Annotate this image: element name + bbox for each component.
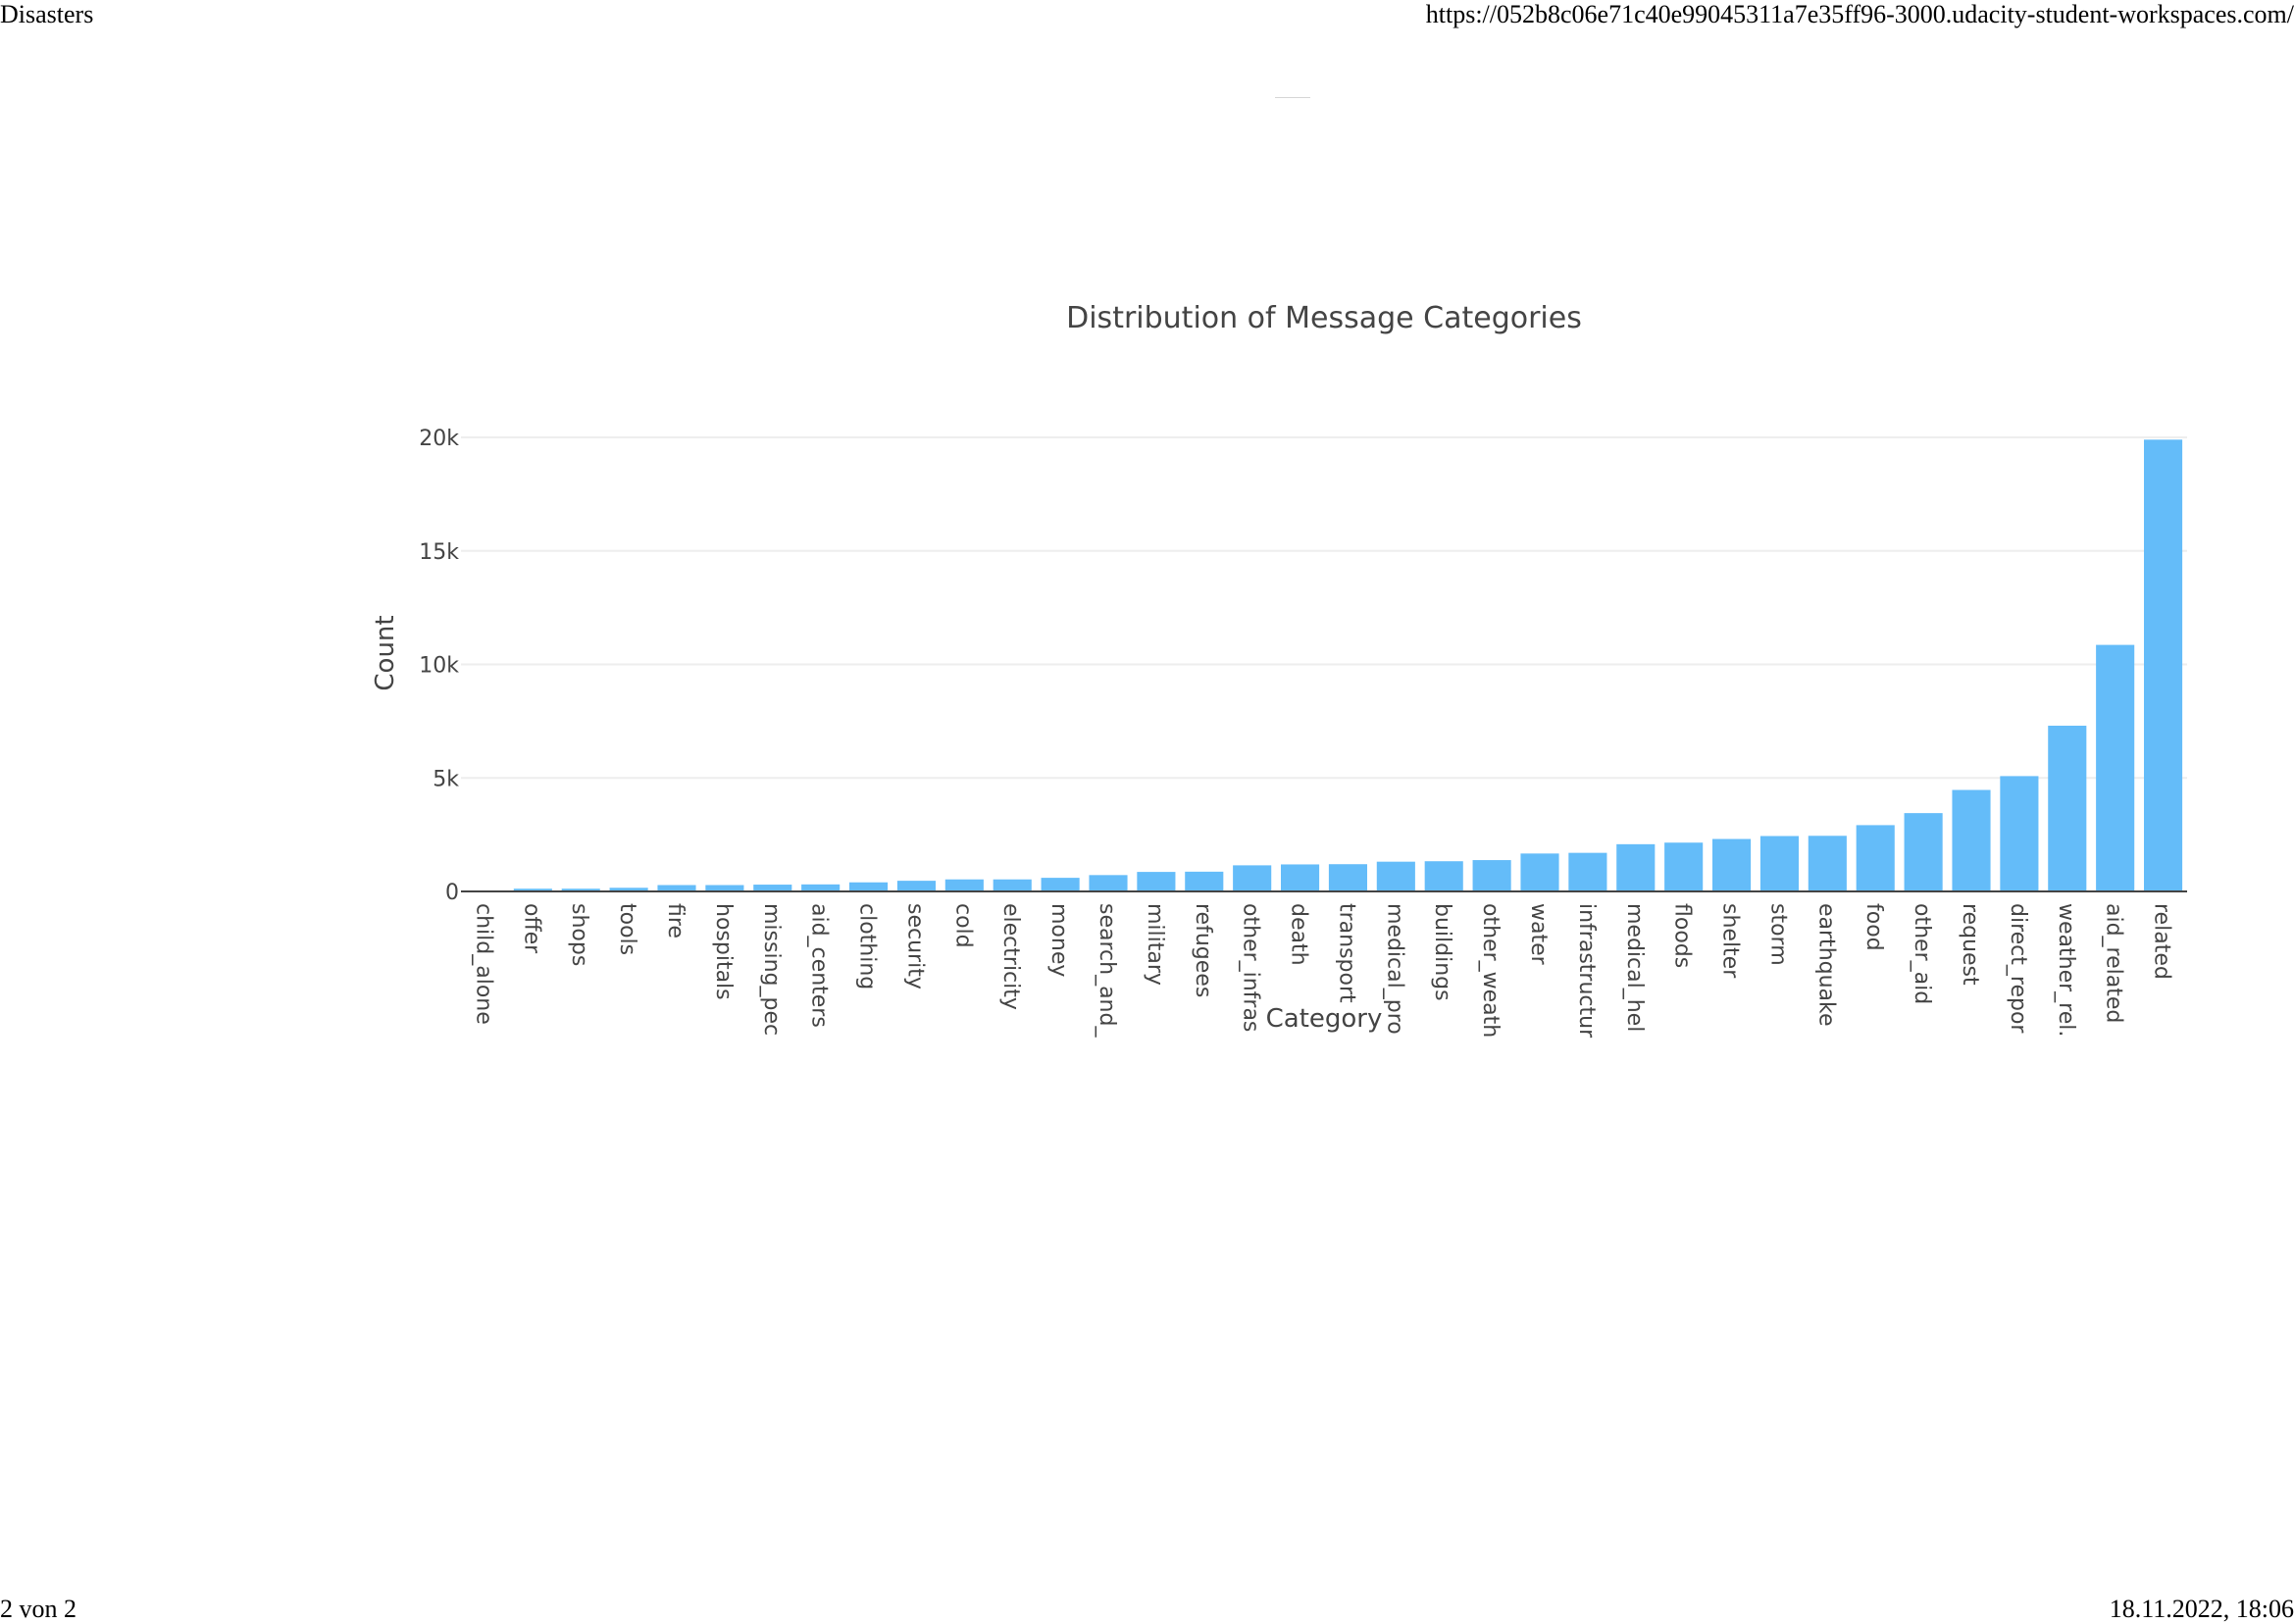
print-header-url: https://052b8c06e71c40e99045311a7e35ff96… bbox=[1425, 0, 2294, 28]
x-tick-label: money bbox=[1046, 903, 1071, 977]
bar-water[interactable] bbox=[1520, 853, 1559, 891]
bar-request[interactable] bbox=[1952, 789, 1991, 891]
bar-electricity[interactable] bbox=[993, 879, 1032, 891]
x-tick-label: related bbox=[2150, 903, 2174, 980]
bar-weather-rel[interactable] bbox=[2048, 726, 2087, 891]
x-tick-label: water bbox=[1526, 903, 1551, 966]
x-tick-label: request bbox=[1958, 903, 1982, 986]
bar-death[interactable] bbox=[1281, 864, 1320, 891]
print-header-title: Disasters bbox=[0, 0, 94, 28]
bar-direct-repor[interactable] bbox=[2000, 776, 2039, 891]
x-tick-label: floods bbox=[1670, 903, 1695, 968]
grid-lines bbox=[461, 436, 2187, 780]
y-tick-labels: 0 5k 10k 15k 20k bbox=[419, 427, 459, 905]
bar-food[interactable] bbox=[1856, 825, 1895, 891]
y-tick-label: 20k bbox=[419, 427, 459, 451]
bar-infrastructur[interactable] bbox=[1568, 852, 1607, 891]
bar-floods[interactable] bbox=[1664, 842, 1704, 891]
x-tick-label: shelter bbox=[1718, 903, 1743, 979]
bar-hospitals[interactable] bbox=[705, 885, 744, 891]
x-tick-label: buildings bbox=[1430, 903, 1454, 1001]
bar-aid-centers[interactable] bbox=[801, 884, 841, 891]
bar-other-weath[interactable] bbox=[1472, 860, 1511, 891]
bar-storm[interactable] bbox=[1759, 836, 1799, 891]
chart-title: Distribution of Message Categories bbox=[1066, 301, 1582, 335]
y-tick-label: 0 bbox=[445, 881, 459, 905]
y-tick-label: 15k bbox=[419, 540, 459, 565]
x-tick-label: offer bbox=[519, 903, 543, 954]
x-tick-label: shops bbox=[567, 903, 591, 966]
x-tick-label: refugees bbox=[1191, 903, 1215, 997]
bar-cold[interactable] bbox=[944, 879, 984, 891]
bar-medical-hel[interactable] bbox=[1616, 843, 1656, 891]
x-tick-label: electricity bbox=[998, 903, 1023, 1010]
bar-other-infras[interactable] bbox=[1233, 865, 1272, 891]
bar-money[interactable] bbox=[1041, 878, 1080, 891]
print-footer-page-number: 2 von 2 bbox=[0, 1595, 76, 1623]
x-tick-label: medical_hel bbox=[1622, 903, 1647, 1032]
x-tick-label: other_aid bbox=[1910, 903, 1934, 1004]
x-tick-label: missing_pec bbox=[759, 903, 784, 1036]
x-tick-label: cold bbox=[950, 903, 975, 948]
x-tick-label: tools bbox=[615, 903, 639, 955]
x-tick-label: hospitals bbox=[711, 903, 736, 1000]
bar-buildings[interactable] bbox=[1424, 861, 1463, 891]
bar-military[interactable] bbox=[1137, 872, 1176, 891]
bar-other-aid[interactable] bbox=[1904, 813, 1943, 891]
bar-shops[interactable] bbox=[561, 888, 600, 891]
y-tick-label: 5k bbox=[433, 767, 459, 791]
x-tick-label: transport bbox=[1334, 903, 1358, 1003]
x-tick-label: aid_centers bbox=[807, 903, 832, 1028]
bar-search-and[interactable] bbox=[1089, 875, 1128, 891]
bar-security[interactable] bbox=[896, 881, 936, 891]
x-axis-title: Category bbox=[1266, 1004, 1383, 1034]
bar-tools[interactable] bbox=[609, 888, 648, 891]
bar-transport[interactable] bbox=[1328, 864, 1367, 891]
x-tick-label: other_infras bbox=[1239, 903, 1263, 1032]
bar-medical-pro[interactable] bbox=[1376, 861, 1415, 891]
x-tick-labels: child_alone offer shops tools fire hospitals m… bbox=[471, 903, 2173, 1039]
x-tick-label: search_and_ bbox=[1095, 903, 1119, 1038]
x-tick-label: infrastructur bbox=[1574, 903, 1599, 1039]
bar-clothing[interactable] bbox=[849, 882, 889, 891]
x-tick-label: direct_repor bbox=[2006, 903, 2030, 1034]
x-tick-label: clothing bbox=[855, 903, 880, 990]
x-tick-label: aid_related bbox=[2102, 903, 2126, 1023]
bar-missing-pec[interactable] bbox=[753, 885, 792, 891]
x-tick-label: child_alone bbox=[471, 903, 495, 1025]
x-tick-label: fire bbox=[663, 903, 688, 939]
x-tick-label: medical_pro bbox=[1382, 903, 1406, 1035]
y-axis-title: Count bbox=[371, 615, 400, 690]
bar-shelter[interactable] bbox=[1712, 838, 1752, 891]
print-footer-datetime: 18.11.2022, 18:06 bbox=[2109, 1595, 2294, 1623]
bar-offer[interactable] bbox=[513, 888, 552, 891]
x-tick-label: death bbox=[1287, 903, 1311, 966]
x-tick-label: earthquake bbox=[1813, 903, 1838, 1027]
bars bbox=[513, 439, 2183, 891]
x-tick-label: food bbox=[1861, 903, 1886, 951]
header-divider bbox=[1275, 97, 1310, 98]
x-tick-label: military bbox=[1143, 903, 1167, 986]
x-tick-label: other_weath bbox=[1478, 903, 1503, 1038]
y-tick-label: 10k bbox=[419, 654, 459, 679]
bar-fire[interactable] bbox=[657, 885, 696, 891]
x-tick-label: security bbox=[902, 903, 927, 990]
bar-refugees[interactable] bbox=[1185, 871, 1224, 891]
bar-related[interactable] bbox=[2144, 439, 2183, 891]
x-tick-label: storm bbox=[1765, 903, 1790, 966]
bar-earthquake[interactable] bbox=[1808, 836, 1847, 891]
x-tick-label: weather_rel. bbox=[2054, 903, 2078, 1037]
bar-aid-related[interactable] bbox=[2096, 644, 2135, 891]
